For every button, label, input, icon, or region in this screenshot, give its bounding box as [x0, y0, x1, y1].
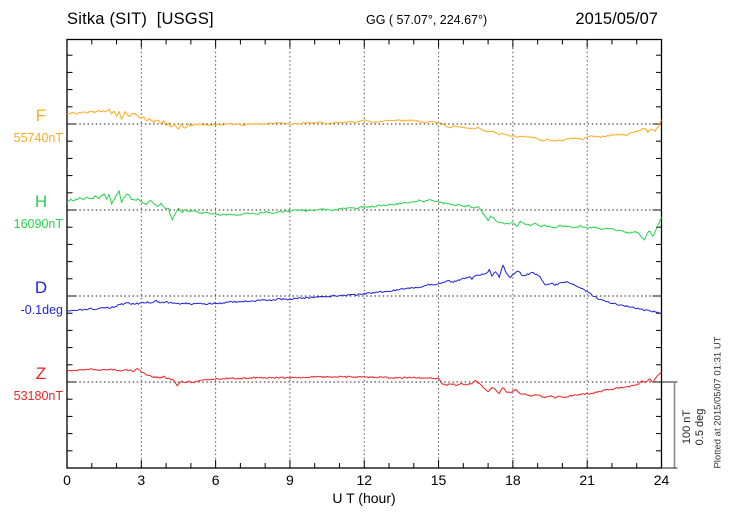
x-tick-label-12: 12	[356, 472, 373, 488]
x-axis-label: U T (hour)	[332, 490, 396, 506]
x-tick-label-0: 0	[63, 472, 71, 488]
x-tick-label-3: 3	[137, 472, 146, 488]
trace-D	[66, 264, 662, 315]
x-tick-label-18: 18	[505, 472, 521, 488]
trace-H	[66, 190, 662, 241]
geographic-coords: GG ( 57.07°, 224.67°)	[366, 13, 488, 27]
series-D-base-value: -0.1deg	[20, 303, 63, 317]
series-D-letter: D	[34, 278, 48, 297]
station-title: Sitka (SIT) [USGS]	[67, 10, 214, 28]
series-H-letter: H	[34, 192, 48, 211]
x-tick-label-9: 9	[286, 472, 294, 488]
x-tick-label-6: 6	[211, 472, 220, 488]
plotted-at-note: Plotted at 2015/05/07 01:31 UT	[712, 336, 724, 469]
x-tick-label-15: 15	[430, 472, 447, 488]
scale-bar-labels: 100 nT 0.5 deg	[681, 408, 706, 446]
plot-date: 2015/05/07	[575, 10, 658, 28]
trace-F	[66, 108, 662, 142]
series-Z-letter: Z	[35, 364, 47, 383]
series-F-letter: F	[35, 106, 47, 125]
series-F-base-value: 55740nT	[13, 131, 63, 145]
series-H-base-value: 16090nT	[13, 217, 63, 231]
series-Z-base-value: 53180nT	[13, 389, 63, 403]
x-tick-label-21: 21	[579, 472, 595, 488]
trace-Z	[66, 368, 662, 399]
x-tick-label-24: 24	[653, 472, 670, 488]
